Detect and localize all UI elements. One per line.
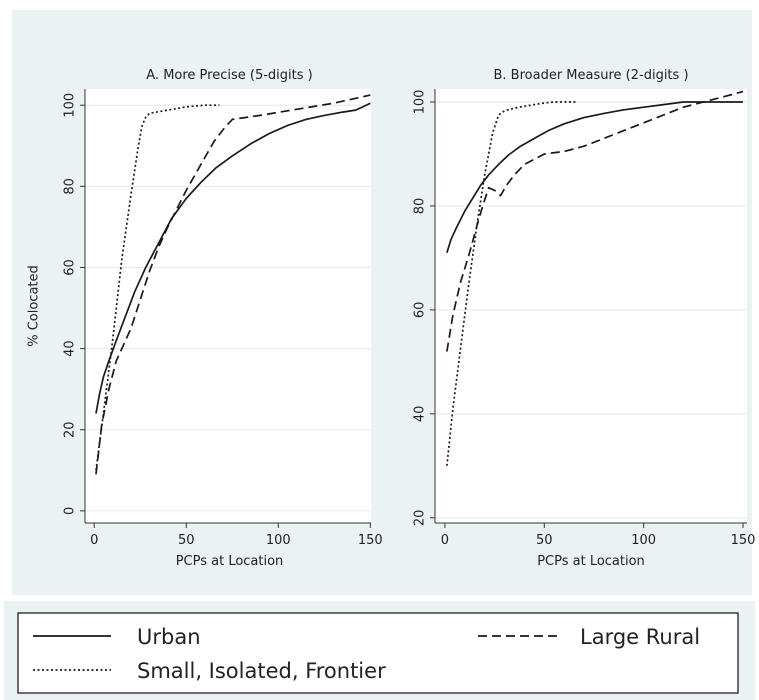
series-line-urban (446, 101, 743, 253)
series-line-small-isolated-frontier (95, 104, 220, 471)
legend-box (17, 612, 739, 694)
y-tick-label: 0 (63, 507, 78, 515)
x-axis-title: PCPs at Location (537, 554, 645, 569)
x-tick-label: 150 (358, 533, 383, 548)
y-tick-label: 20 (63, 421, 78, 438)
x-axis-title: PCPs at Location (176, 554, 284, 569)
y-tick-label: 60 (63, 259, 78, 276)
x-tick-label: 0 (90, 533, 98, 548)
x-tick-label: 50 (536, 533, 553, 548)
plot-area (435, 89, 747, 523)
panel-b: B. Broader Measure (2-digits ) 20 40 60 80 10… (371, 55, 755, 569)
series-line-urban (95, 102, 371, 414)
x-tick-label: 0 (441, 533, 449, 548)
x-tick-label: 50 (178, 533, 195, 548)
y-axis-title: % Colocated (27, 265, 42, 347)
y-tick-label: 80 (413, 198, 428, 215)
legend: Urban Large Rural Small, Isolated, Frontie… (33, 625, 700, 683)
plot-area (85, 89, 374, 523)
y-tick-label: 20 (413, 510, 428, 527)
panel-title: B. Broader Measure (2-digits ) (493, 68, 688, 83)
panel-a: A. More Precise (5-digits ) 0 20 40 60 80 100 0… (20, 55, 383, 569)
y-tick-label: 40 (413, 406, 428, 423)
y-tick-label: 100 (63, 93, 78, 118)
chart-panels: A. More Precise (5-digits ) 0 20 40 60 80 100 0… (20, 55, 755, 569)
y-tick-label: 80 (63, 178, 78, 195)
legend-label: Large Rural (580, 625, 700, 649)
legend-label: Small, Isolated, Frontier (137, 659, 386, 683)
panel-title: A. More Precise (5-digits ) (146, 68, 312, 83)
y-tick-label: 60 (413, 302, 428, 319)
y-tick-label: 100 (413, 90, 428, 115)
legend-label: Urban (137, 625, 201, 649)
series-line-large-rural (446, 90, 744, 352)
x-tick-label: 100 (631, 533, 656, 548)
y-tick-label: 40 (63, 340, 78, 357)
x-tick-label: 100 (266, 533, 291, 548)
x-tick-label: 150 (731, 533, 756, 548)
